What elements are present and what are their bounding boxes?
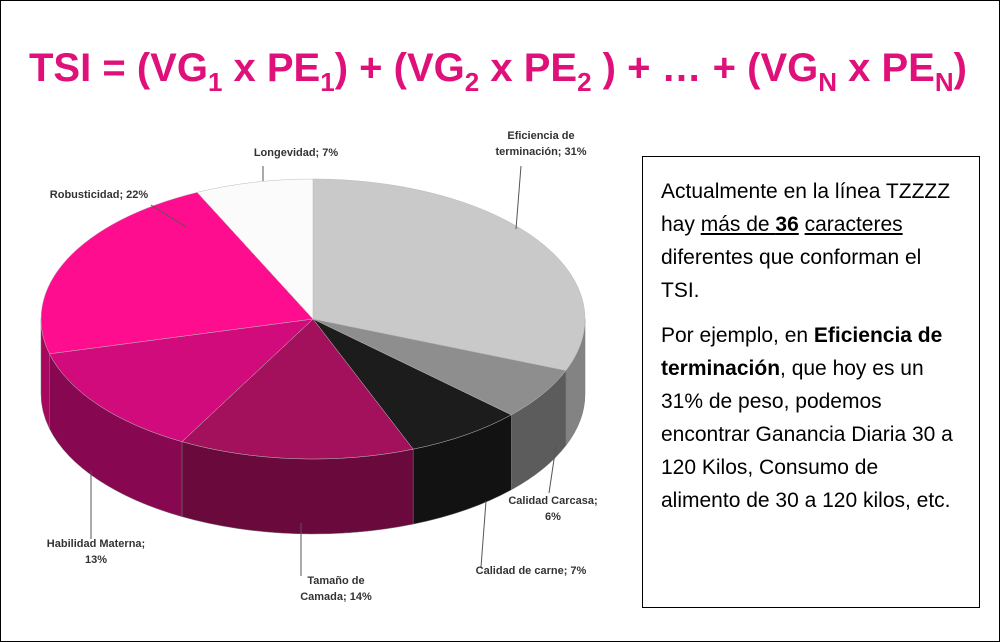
data-label: Calidad Carcasa; 6% [508, 495, 597, 523]
data-label-line: Camada; 14% [300, 591, 372, 603]
title-text: ) + (VG [335, 46, 465, 90]
formula-title: TSI = (VG1 x PE1) + (VG2 x PE2 ) + … + (… [29, 46, 967, 97]
data-label-line: Habilidad Materna; [47, 538, 145, 550]
data-label: Tamaño de Camada; 14% [300, 575, 372, 603]
title-subscript: N [935, 67, 954, 97]
leader-line [515, 165, 522, 230]
title-text: ) [954, 46, 967, 90]
text-run: Eficiencia de terminación [661, 324, 943, 380]
data-label: Longevidad; 7% [254, 147, 339, 159]
leader-line [548, 445, 557, 494]
text-run: 36 [775, 213, 799, 236]
title-subscript: 2 [577, 67, 591, 97]
data-label-line: Longevidad; 7% [254, 147, 339, 159]
data-label: Eficiencia de terminación; 31% [495, 130, 586, 158]
text-run: Por ejemplo, en [661, 324, 814, 347]
title-text: TSI = (VG [29, 46, 208, 90]
title-subscript: 2 [465, 67, 479, 97]
slice [312, 318, 512, 450]
data-label-line: Eficiencia de [507, 130, 574, 142]
pie-tops [40, 178, 586, 460]
data-label-line: 13% [85, 554, 107, 566]
text-run: diferentes que conforman el TSI. [661, 246, 922, 302]
title-subscript: 1 [208, 67, 222, 97]
slice [181, 318, 414, 460]
data-label-line: terminación; 31% [495, 146, 586, 158]
leader-line [480, 500, 487, 568]
slice [312, 178, 586, 371]
slice [196, 178, 314, 320]
text-run: , que hoy es un 31% de peso, podemos enc… [661, 357, 953, 512]
title-text: x PE [479, 46, 577, 90]
text-run: caracteres [804, 213, 903, 236]
leader-line [150, 204, 187, 228]
text-run: Actualmente en la línea TZZZZ hay [661, 180, 951, 236]
data-label: Robusticidad; 22% [50, 189, 149, 201]
title-text: x PE [837, 46, 935, 90]
slice [40, 192, 314, 355]
title-text: ) + … + (VG [592, 46, 819, 90]
data-label-line: Robusticidad; 22% [50, 189, 149, 201]
title-subscript: N [818, 67, 837, 97]
slice [49, 318, 314, 442]
data-label-line: 6% [545, 511, 561, 523]
data-label-line: Tamaño de [307, 575, 364, 587]
data-label-line: Calidad de carne; 7% [476, 565, 587, 577]
data-label-line: Calidad Carcasa; [508, 495, 597, 507]
paragraph: Actualmente en la línea TZZZZ hay más de… [661, 175, 961, 307]
paragraph: Por ejemplo, en Eficiencia de terminació… [661, 319, 961, 517]
data-label: Habilidad Materna; 13% [47, 538, 145, 566]
data-label: Calidad de carne; 7% [476, 565, 587, 577]
pie-sides [40, 318, 586, 535]
text-run: más de [700, 213, 776, 236]
title-text: x PE [222, 46, 320, 90]
text-box: Actualmente en la línea TZZZZ hay más de… [642, 156, 980, 608]
title-subscript: 1 [320, 67, 334, 97]
